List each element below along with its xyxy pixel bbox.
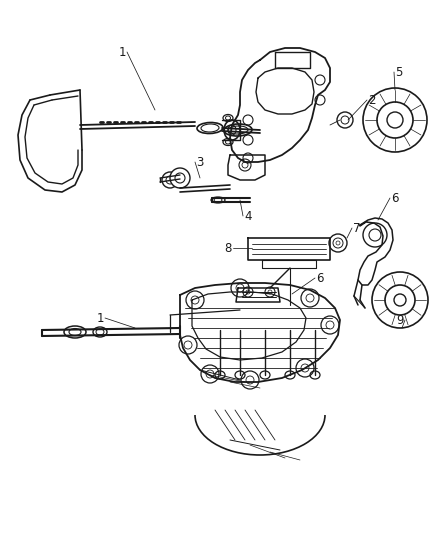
Text: 6: 6 xyxy=(316,271,324,285)
Text: 1: 1 xyxy=(118,45,126,59)
Circle shape xyxy=(170,168,190,188)
Text: 9: 9 xyxy=(396,313,404,327)
Text: 5: 5 xyxy=(396,66,403,78)
Text: 8: 8 xyxy=(224,241,232,254)
Text: 7: 7 xyxy=(353,222,361,235)
Text: 1: 1 xyxy=(96,311,104,325)
Text: 2: 2 xyxy=(368,93,376,107)
Text: 4: 4 xyxy=(244,209,252,222)
Text: 3: 3 xyxy=(196,156,204,168)
Text: 6: 6 xyxy=(391,191,399,205)
